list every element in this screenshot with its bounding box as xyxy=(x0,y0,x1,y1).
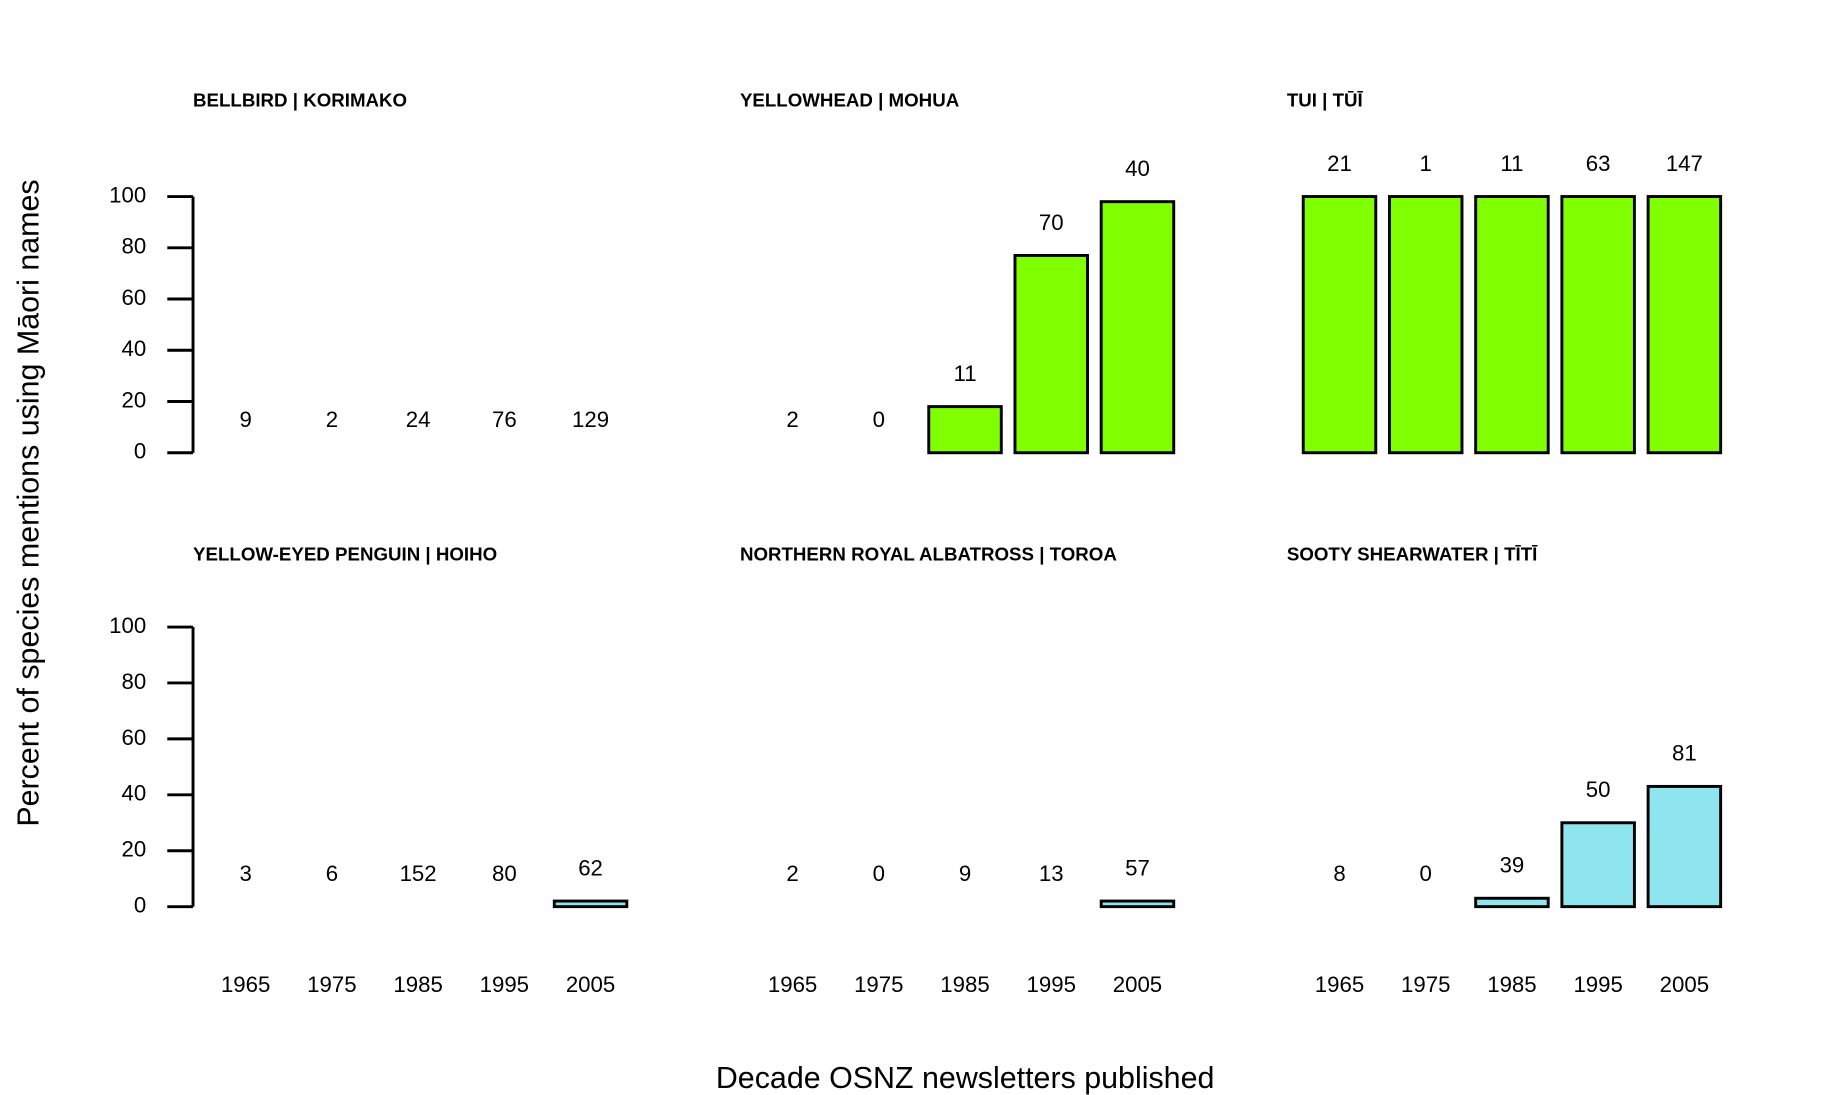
count-label: 152 xyxy=(400,861,437,886)
count-label: 0 xyxy=(873,861,885,886)
x-tick-label: 1965 xyxy=(221,972,270,997)
x-tick-label: 1995 xyxy=(1573,972,1622,997)
count-label: 62 xyxy=(578,855,603,880)
x-tick-label: 1985 xyxy=(940,972,989,997)
x-tick-label: 1965 xyxy=(1315,972,1364,997)
count-label: 80 xyxy=(492,861,517,886)
x-tick-label: 1975 xyxy=(1401,972,1450,997)
count-label: 9 xyxy=(239,407,251,432)
count-label: 2 xyxy=(326,407,338,432)
count-label: 8 xyxy=(1333,861,1345,886)
count-label: 81 xyxy=(1672,741,1697,766)
y-tick-label: 0 xyxy=(134,893,146,918)
panel-title: BELLBIRD | KORIMAKO xyxy=(193,90,407,111)
x-tick-label: 1975 xyxy=(854,972,903,997)
count-label: 24 xyxy=(406,407,431,432)
y-tick-label: 0 xyxy=(134,439,146,464)
count-label: 76 xyxy=(492,407,517,432)
x-tick-label: 1975 xyxy=(307,972,356,997)
bar xyxy=(552,899,629,909)
count-label: 129 xyxy=(572,407,609,432)
bar xyxy=(1099,200,1176,455)
count-label: 6 xyxy=(326,861,338,886)
count-label: 11 xyxy=(1500,151,1523,176)
bar xyxy=(1474,195,1550,455)
bar xyxy=(1387,195,1464,455)
y-tick-label: 100 xyxy=(109,613,146,638)
count-label: 21 xyxy=(1327,151,1352,176)
count-label: 9 xyxy=(959,861,971,886)
y-axis-label: Percent of species mentions using Māori … xyxy=(11,179,45,826)
bar xyxy=(1301,195,1378,455)
count-label: 70 xyxy=(1039,210,1064,235)
bar xyxy=(1099,899,1176,909)
count-label: 147 xyxy=(1666,151,1703,176)
count-label: 2 xyxy=(786,407,798,432)
bar xyxy=(1560,821,1636,909)
x-tick-label: 1965 xyxy=(768,972,817,997)
bar xyxy=(1646,195,1723,455)
panel-title: YELLOW-EYED PENGUIN | HOIHO xyxy=(193,544,497,565)
bar xyxy=(1646,784,1723,909)
y-tick-label: 80 xyxy=(122,669,147,694)
count-label: 3 xyxy=(239,861,251,886)
count-label: 40 xyxy=(1125,156,1150,181)
x-tick-label: 1995 xyxy=(1027,972,1076,997)
y-tick-label: 40 xyxy=(122,336,147,361)
y-tick-label: 60 xyxy=(122,285,147,310)
count-label: 0 xyxy=(873,407,885,432)
count-label: 50 xyxy=(1586,777,1611,802)
y-tick-label: 20 xyxy=(122,387,147,412)
x-tick-label: 1985 xyxy=(1487,972,1536,997)
bar xyxy=(1474,896,1550,909)
x-axis-label: Decade OSNZ newsletters published xyxy=(716,1061,1215,1095)
x-tick-label: 2005 xyxy=(566,972,615,997)
x-tick-label: 1995 xyxy=(480,972,529,997)
count-label: 11 xyxy=(953,361,976,386)
count-label: 13 xyxy=(1039,861,1064,886)
count-label: 57 xyxy=(1125,855,1150,880)
y-tick-label: 60 xyxy=(122,725,147,750)
panel-title: YELLOWHEAD | MOHUA xyxy=(740,90,960,111)
x-tick-label: 2005 xyxy=(1113,972,1162,997)
count-label: 63 xyxy=(1586,151,1611,176)
bar xyxy=(1013,254,1089,455)
y-tick-label: 40 xyxy=(122,781,147,806)
panel-title: TUI | TŪĪ xyxy=(1287,90,1364,111)
panel-title: NORTHERN ROYAL ALBATROSS | TOROA xyxy=(740,544,1117,565)
bar xyxy=(927,405,1003,455)
y-tick-label: 20 xyxy=(122,837,147,862)
count-label: 0 xyxy=(1420,861,1432,886)
bar xyxy=(1560,195,1636,455)
y-tick-label: 80 xyxy=(122,234,147,259)
count-label: 39 xyxy=(1500,853,1525,878)
count-label: 2 xyxy=(786,861,798,886)
panel-title: SOOTY SHEARWATER | TĪTĪ xyxy=(1287,544,1538,565)
x-tick-label: 2005 xyxy=(1660,972,1709,997)
y-tick-label: 100 xyxy=(109,182,146,207)
count-label: 1 xyxy=(1420,151,1432,176)
x-tick-label: 1985 xyxy=(393,972,442,997)
